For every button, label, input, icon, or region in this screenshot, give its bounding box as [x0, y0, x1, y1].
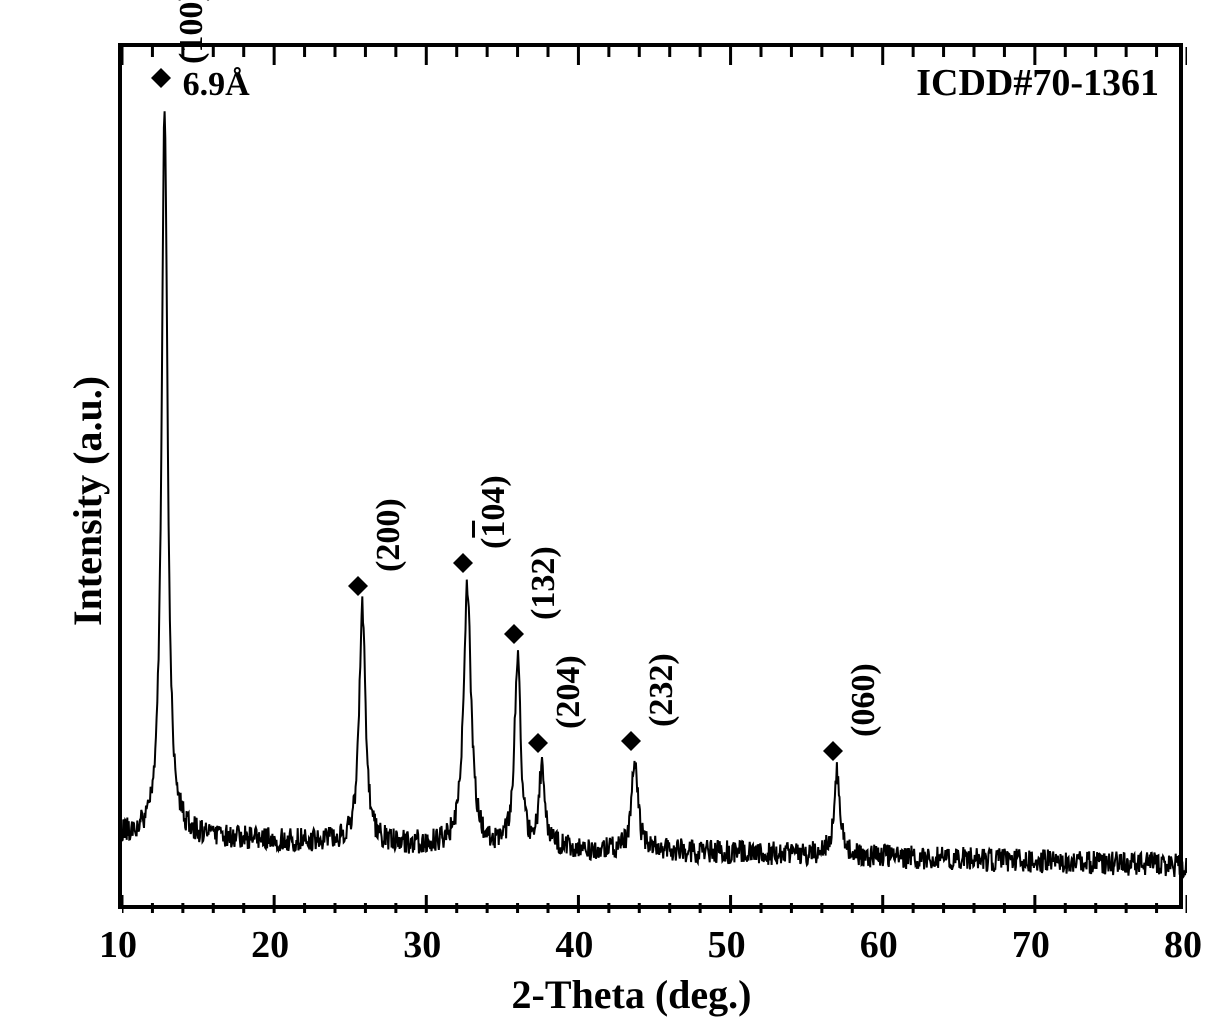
peak-hkl-label: (204): [550, 655, 588, 729]
x-tick-label: 10: [99, 923, 137, 967]
peak-hkl-label: (200): [370, 498, 408, 572]
peak-marker-diamond-icon: [821, 739, 845, 763]
peak-marker-diamond-icon: [502, 622, 526, 646]
x-axis-label: 2-Theta (deg.): [512, 971, 752, 1018]
x-tick-label: 30: [403, 923, 441, 967]
peak-hkl-label: (132): [525, 546, 563, 620]
peak-marker-diamond-icon: [149, 66, 173, 90]
peak-hkl-label: (232): [643, 653, 681, 727]
peak-hkl-label: (104): [475, 475, 513, 549]
x-tick-label: 20: [251, 923, 289, 967]
peak-hkl-label: (100): [173, 0, 211, 64]
xrd-curve: [122, 111, 1187, 877]
peak-d-spacing-label: 6.9Å: [183, 66, 250, 104]
reference-card-label: ICDD#70-1361: [916, 61, 1159, 105]
peak-marker-diamond-icon: [526, 731, 550, 755]
peak-marker-diamond-icon: [619, 729, 643, 753]
peak-marker-diamond-icon: [451, 551, 475, 575]
x-tick-label: 70: [1012, 923, 1050, 967]
plot-area: [118, 43, 1183, 909]
chart-root: Intensity (a.u.) 2-Theta (deg.) ICDD#70-…: [0, 0, 1215, 1031]
plot-svg: [122, 47, 1187, 913]
y-axis-label: Intensity (a.u.): [64, 376, 111, 626]
x-tick-label: 80: [1164, 923, 1202, 967]
x-tick-label: 50: [708, 923, 746, 967]
peak-marker-diamond-icon: [346, 574, 370, 598]
x-tick-label: 60: [860, 923, 898, 967]
peak-hkl-label: (060): [845, 663, 883, 737]
x-tick-label: 40: [555, 923, 593, 967]
